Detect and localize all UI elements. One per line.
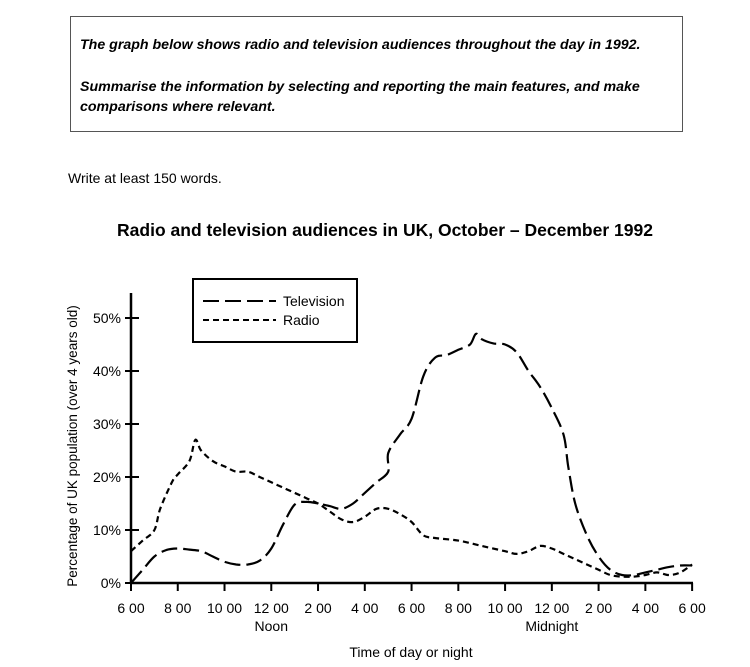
- y-axis-label: Percentage of UK population (over 4 year…: [65, 305, 80, 586]
- legend-label-radio: Radio: [283, 312, 320, 328]
- y-tick-label: 0%: [101, 575, 121, 591]
- chart-title: Radio and television audiences in UK, Oc…: [117, 220, 653, 240]
- x-axis-label: Time of day or night: [349, 644, 472, 660]
- x-tick-label: 6 00: [398, 600, 425, 616]
- word-count-instruction: Write at least 150 words.: [68, 170, 222, 186]
- series-line-radio: [130, 438, 693, 578]
- task-instructions: Summarise the information by selecting a…: [80, 79, 640, 115]
- x-tick-label: 10 00: [488, 600, 523, 616]
- y-tick-label: 30%: [93, 416, 121, 432]
- x-tick-label: 12 00: [534, 600, 569, 616]
- y-tick-label: 10%: [93, 522, 121, 538]
- task-prompt: The graph below shows radio and televisi…: [80, 37, 641, 53]
- x-sublabel-midnight: Midnight: [525, 618, 578, 634]
- legend: Television Radio: [192, 278, 358, 343]
- task-box: The graph below shows radio and televisi…: [70, 16, 683, 132]
- y-tick-label: 40%: [93, 363, 121, 379]
- x-tick-label: 6 00: [678, 600, 705, 616]
- x-tick-label: 12 00: [254, 600, 289, 616]
- x-tick-label: 8 00: [164, 600, 191, 616]
- y-tick-label: 20%: [93, 469, 121, 485]
- x-tick-label: 8 00: [445, 600, 472, 616]
- legend-label-television: Television: [283, 293, 344, 309]
- x-tick-label: 10 00: [207, 600, 242, 616]
- x-tick-label: 4 00: [351, 600, 378, 616]
- y-tick-label: 50%: [93, 310, 121, 326]
- x-sublabel-noon: Noon: [255, 618, 288, 634]
- x-tick-label: 4 00: [632, 600, 659, 616]
- x-tick-label: 2 00: [304, 600, 331, 616]
- series-line-television: [130, 332, 693, 584]
- x-tick-label: 2 00: [585, 600, 612, 616]
- x-tick-label: 6 00: [117, 600, 144, 616]
- legend-box: [192, 278, 358, 343]
